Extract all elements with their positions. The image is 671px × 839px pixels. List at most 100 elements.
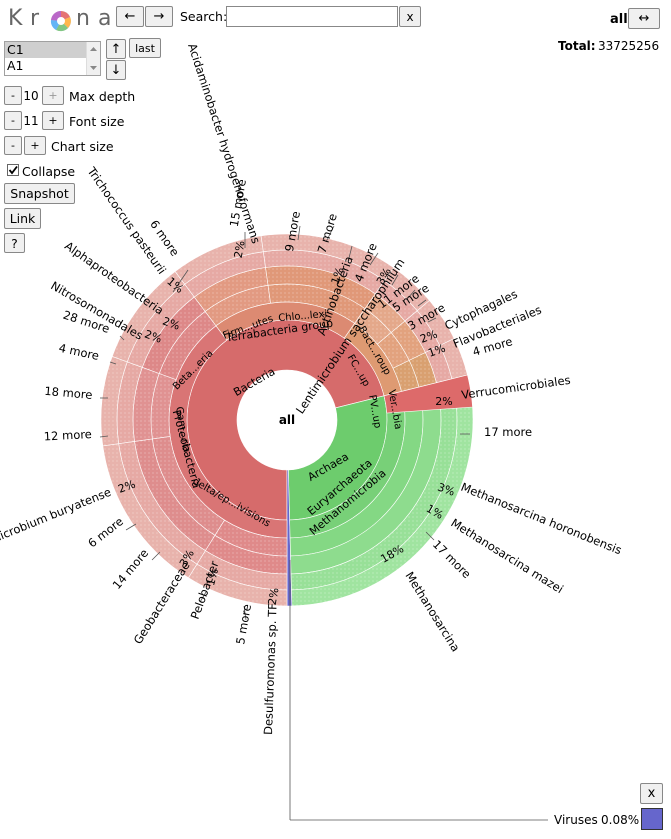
leader-line	[427, 317, 437, 323]
checkmark-icon	[8, 165, 18, 175]
ring-label-chlo: Chlo...lexi	[278, 309, 328, 324]
outer-label-m12: 12 more	[43, 427, 92, 443]
font-size-increase-button[interactable]: +	[42, 111, 64, 130]
logo-letter-a: a	[98, 6, 112, 31]
forward-button[interactable]: →	[145, 6, 173, 27]
leader-line	[125, 523, 137, 531]
wedge-l6-7-texture	[417, 300, 455, 346]
dataset-option[interactable]: A1	[7, 58, 24, 73]
back-button[interactable]: ←	[116, 6, 144, 27]
outer-label-msarc: Methanosarcina	[402, 569, 462, 654]
wedge-l6-2-texture	[101, 356, 128, 446]
leader-line	[325, 225, 335, 243]
outer-label-m18: 18 more	[44, 384, 93, 402]
leader-line	[151, 551, 161, 561]
wedge-l4-8-texture	[409, 352, 437, 388]
wedge-l3-6-texture	[354, 308, 392, 345]
outer-label-m5b: 5 more	[233, 603, 254, 646]
collapse-label: Collapse	[22, 164, 76, 179]
percent-label-p2_bury: 2%	[116, 478, 137, 496]
dataset-scrollbar[interactable]	[86, 42, 100, 75]
wedge-l4-1-texture	[134, 438, 215, 551]
leader-line	[417, 299, 427, 307]
wedge-l5-1-texture	[118, 441, 206, 565]
outer-label-geo: Geobacteraceae	[131, 559, 193, 647]
dataset-down-button[interactable]: ↓	[106, 60, 126, 80]
viruses-close-button[interactable]: x	[640, 783, 663, 804]
percent-label-p1_chlo: 1%	[329, 265, 347, 286]
leader-line	[199, 591, 207, 603]
wedge-l3-0-texture	[214, 520, 287, 556]
wedge-l4-6-texture	[365, 293, 405, 333]
link-button[interactable]: Link	[4, 208, 41, 229]
outer-label-m9: 9 more	[282, 210, 303, 253]
wedge-other-bacteria[interactable]	[383, 374, 473, 414]
font-size-decrease-button[interactable]: -	[4, 111, 22, 130]
wedge-l5-2-texture	[116, 361, 143, 444]
viruses-label: Viruses	[554, 813, 598, 827]
leader-line	[347, 245, 353, 263]
dataset-up-button[interactable]: ↑	[106, 39, 126, 59]
outer-label-acid: Acidaminobacter hydrogenoformans	[185, 42, 263, 246]
wedge-l5-0-texture	[196, 550, 287, 590]
help-button[interactable]: ?	[4, 233, 25, 253]
outer-label-m17a: 17 more	[484, 425, 532, 439]
leader-line	[425, 531, 435, 541]
wedge-l6-0-texture	[188, 564, 287, 606]
font-size-label: Font size	[69, 114, 125, 129]
chart-size-increase-button[interactable]: +	[24, 136, 46, 155]
collapse-checkbox[interactable]	[7, 164, 19, 176]
wedge-l4-5-texture	[265, 266, 376, 309]
chart-center[interactable]	[239, 372, 335, 468]
wedge-l6-3-texture	[112, 271, 185, 362]
outer-label-m4c: 4 more	[58, 341, 101, 363]
scroll-arrows-icon	[90, 47, 97, 70]
search-input[interactable]	[226, 6, 398, 27]
percent-label-p2_firm: 2%	[232, 240, 248, 259]
wedge-l4-4-texture	[194, 267, 269, 312]
leader-line	[172, 269, 189, 293]
dataset-option[interactable]: C1	[5, 42, 100, 58]
wedge-l3-4-texture	[205, 285, 271, 326]
wedge-l6-8-texture	[439, 338, 468, 379]
leader-line	[109, 361, 117, 365]
wedge-l5-7-texture	[404, 310, 440, 353]
font-size-value: 11	[23, 114, 39, 128]
outer-label-m17b: 17 more	[430, 537, 474, 581]
chart-size-label: Chart size	[51, 139, 114, 154]
percent-label-p2_desulf: 2%	[266, 587, 282, 606]
wedge-l4-7-texture	[391, 321, 426, 361]
max-depth-value: 10	[23, 89, 39, 103]
krona-wheel-icon	[50, 10, 71, 32]
search-clear-button[interactable]: x	[399, 6, 421, 27]
search-label: Search:	[180, 9, 228, 24]
chart-center-label: all	[279, 413, 295, 427]
max-depth-decrease-button[interactable]: -	[4, 86, 22, 105]
dataset-list[interactable]: C1 A1	[4, 41, 101, 76]
wedge-l5-5-texture	[263, 250, 385, 294]
leader-line	[369, 252, 379, 266]
swap-button[interactable]: ↔	[628, 8, 660, 29]
max-depth-label: Max depth	[69, 89, 136, 104]
wedge-l4-0-texture	[205, 535, 287, 574]
max-depth-increase-button[interactable]: +	[42, 86, 64, 105]
outer-label-m14: 14 more	[110, 546, 152, 592]
viruses-swatch[interactable]	[641, 808, 663, 830]
snapshot-button[interactable]: Snapshot	[4, 183, 75, 204]
percent-label-p2_alpha: 2%	[161, 315, 182, 333]
logo-letter-n: n	[76, 6, 90, 31]
dataset-last-button[interactable]: last	[129, 38, 161, 58]
wedge-l4-3-texture	[142, 297, 206, 374]
wedge-l5-6-texture	[375, 280, 418, 322]
focus-name: all	[610, 12, 628, 27]
outer-label-m6b: 6 more	[85, 514, 126, 550]
leader-line	[243, 605, 247, 621]
percent-label-p1_pelo: 1%	[204, 567, 221, 587]
percent-label-p2_cyto: 2%	[418, 328, 439, 346]
wedge-l3-2-texture	[151, 373, 177, 439]
outer-label-desulf: Desulfuromonas sp. TF	[261, 603, 280, 735]
wedge-l5-8-texture	[425, 345, 452, 383]
wedge-l6-4-texture	[175, 235, 264, 285]
chart-size-decrease-button[interactable]: -	[4, 136, 22, 155]
